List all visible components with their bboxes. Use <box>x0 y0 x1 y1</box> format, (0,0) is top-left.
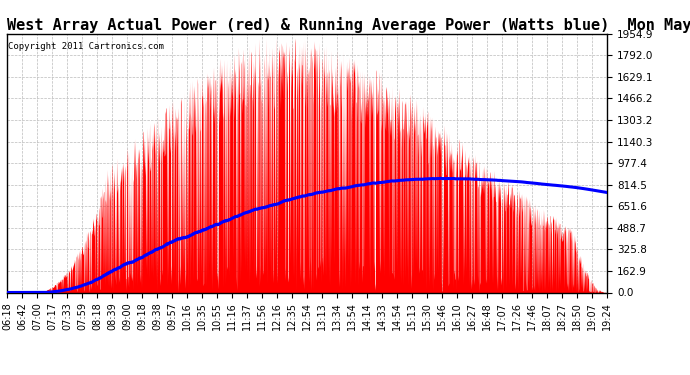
Text: Copyright 2011 Cartronics.com: Copyright 2011 Cartronics.com <box>8 42 164 51</box>
Text: West Array Actual Power (red) & Running Average Power (Watts blue)  Mon May 2 19: West Array Actual Power (red) & Running … <box>7 16 690 33</box>
